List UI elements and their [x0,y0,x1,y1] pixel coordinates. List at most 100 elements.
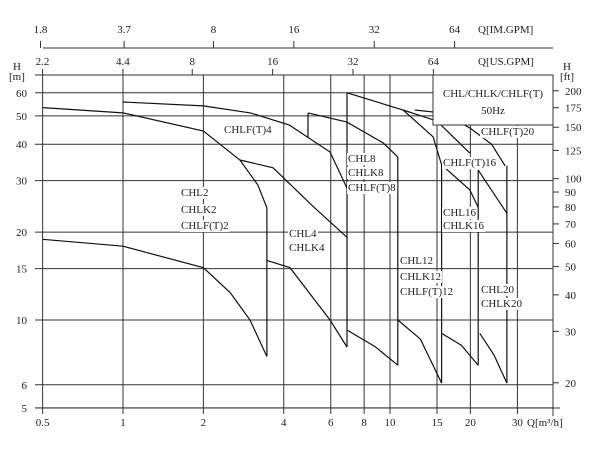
left-axis-label-h: H [13,61,21,73]
curves [42,92,508,384]
ft-tick-label: 30 [565,326,577,338]
performance-curve-1 [42,238,268,357]
annotation-chl2: CHL2 [181,187,209,199]
performance-curve-7 [346,92,443,165]
us-gpm-tick-label: 16 [267,56,279,68]
top-im-axis-label: Q[IM.GPM] [478,24,533,36]
legend-title: CHL/CHLK/CHLF(T) [443,88,544,100]
annotation-chlk16: CHLK16 [443,220,484,232]
y-tick-label: 6 [22,380,28,392]
annotation-background [480,284,516,296]
ft-tick-label: 50 [565,262,577,274]
ft-tick-label: 80 [565,202,577,214]
annotation-background [399,286,455,298]
performance-curve-13 [477,169,508,214]
y-tick-label: 50 [16,111,28,123]
annotation-chlft20: CHLF(T)20 [481,126,535,138]
y-tick-label: 60 [16,88,28,100]
x-tick-label: 4 [281,417,287,429]
us-gpm-tick-label: 64 [428,56,440,68]
annotation-background [180,204,218,216]
us-gpm-tick-label: 2.2 [36,56,50,68]
performance-curve-8 [397,319,443,384]
x-tick-label: 8 [361,417,367,429]
y-tick-label: 20 [16,227,28,239]
x-tick-label: 30 [512,417,524,429]
right-axis-label-unit: [ft] [560,71,574,83]
annotation-chl12: CHL12 [400,255,433,267]
ft-tick-label: 40 [565,290,577,302]
annotation-chlft8: CHLF(T)8 [348,182,396,194]
y-tick-label: 40 [16,139,28,151]
annotation-background [288,228,318,240]
y-tick-label: 30 [16,176,28,188]
annotation-chl8: CHL8 [348,153,376,165]
im-gpm-tick-label: 1.8 [34,24,48,36]
right-axis-label-h: H [563,61,571,73]
ft-tick-label: 125 [565,145,582,157]
performance-curve-4 [266,259,348,348]
performance-curve-6 [346,329,399,366]
performance-curve-5 [307,112,399,158]
x-axis-label: Q[m³/h] [527,417,563,429]
annotation-background [180,187,210,199]
ft-tick-label: 90 [565,187,577,199]
annotation-background [347,153,377,165]
annotation-background [399,271,442,283]
us-gpm-tick-label: 8 [189,56,195,68]
annotation-background [442,157,498,169]
annotation-chl4: CHL4 [289,228,317,240]
y-tick-label: 15 [16,264,28,276]
im-gpm-tick-label: 3.7 [117,24,131,36]
annotation-chlk8: CHLK8 [348,167,384,179]
ft-tick-label: 60 [565,238,577,250]
ft-tick-label: 150 [565,122,582,134]
im-gpm-tick-label: 64 [449,24,461,36]
annotation-chlk4: CHLK4 [289,242,325,254]
annotation-background [442,220,486,232]
annotation-chlk12: CHLK12 [400,271,441,283]
us-gpm-tick-label: 4.4 [116,56,130,68]
annotation-background [480,298,524,310]
legend-box [432,74,554,126]
performance-curve-14 [479,333,508,384]
y-tick-label: 10 [16,315,28,327]
annotation-chlft4: CHLF(T)4 [224,124,272,136]
grid [35,41,560,416]
performance-curve-11 [441,332,479,366]
annotation-background [347,182,398,194]
im-gpm-tick-label: 32 [369,24,380,36]
annotation-chlft2: CHLF(T)2 [181,220,229,232]
left-axis-label-unit: [m] [9,71,25,83]
x-tick-label: 1 [120,417,126,429]
performance-curve-3 [239,159,348,238]
annotation-background [180,220,230,232]
annotation-background [480,126,536,138]
annotation-chl20: CHL20 [481,284,515,296]
annotation-background [442,207,478,219]
x-tick-label: 6 [328,417,334,429]
ft-tick-label: 100 [565,174,582,186]
x-tick-label: 10 [385,417,397,429]
annotation-chlft12: CHLF(T)12 [400,286,453,298]
im-gpm-tick-label: 16 [288,24,300,36]
performance-curve-2 [122,101,348,189]
annotation-chl16: CHL16 [443,207,477,219]
performance-curve-0 [42,107,268,209]
top-us-axis-label: Q[US.GPM] [478,56,534,68]
performance-curve-10 [441,164,479,208]
ft-tick-label: 20 [565,378,577,390]
annotation-background [223,124,274,136]
ft-tick-label: 175 [565,103,582,115]
tick-labels: 5 6 10 15 20 30 40 50 60 0.5 1 2 4 6 8 10 15 20 30 20 30 40 50… [16,24,582,429]
annotation-chlft16: CHLF(T)16 [443,157,497,169]
x-tick-label: 20 [465,417,477,429]
x-tick-label: 2 [201,417,207,429]
legend-frequency: 50Hz [481,105,505,117]
annotation-chlk2: CHLK2 [181,204,216,216]
ft-tick-label: 70 [565,219,577,231]
ft-tick-label: 200 [565,86,582,98]
annotation-background [288,242,326,254]
annotation-background [347,167,385,179]
